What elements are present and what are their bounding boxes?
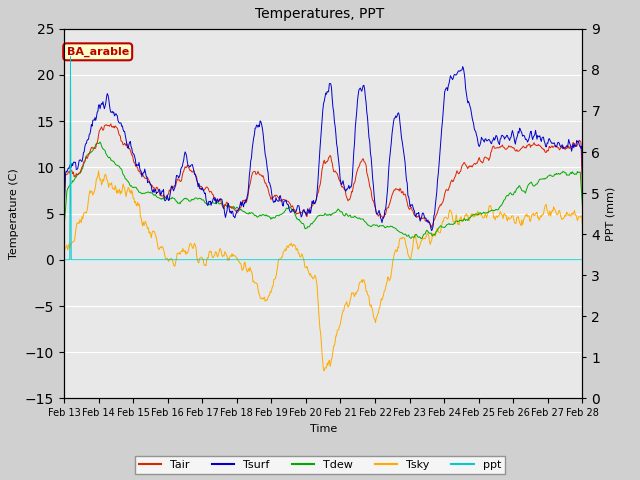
Y-axis label: PPT (mm): PPT (mm) <box>606 186 616 241</box>
X-axis label: Time: Time <box>310 424 337 433</box>
Y-axis label: Temperature (C): Temperature (C) <box>10 168 19 259</box>
Text: Temperatures, PPT: Temperatures, PPT <box>255 7 385 21</box>
Text: BA_arable: BA_arable <box>67 47 129 57</box>
Legend: Tair, Tsurf, Tdew, Tsky, ppt: Tair, Tsurf, Tdew, Tsky, ppt <box>134 456 506 474</box>
